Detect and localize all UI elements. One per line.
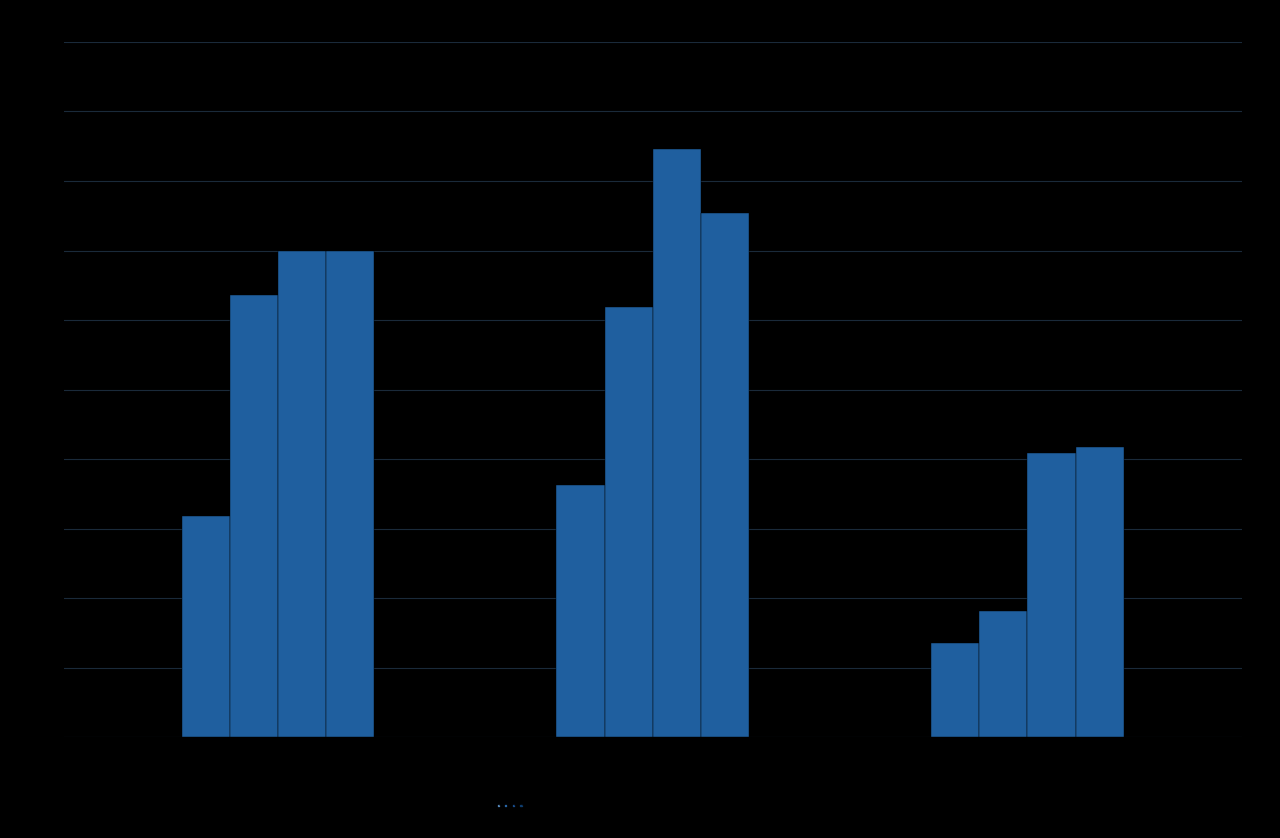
Bar xyxy=(182,516,230,737)
Bar xyxy=(1075,447,1124,737)
Bar xyxy=(278,251,326,737)
Bar xyxy=(326,251,375,737)
Bar xyxy=(979,611,1028,737)
Bar xyxy=(1028,453,1075,737)
Bar xyxy=(931,643,979,737)
Bar xyxy=(557,484,604,737)
Bar xyxy=(230,295,278,737)
Bar xyxy=(604,308,653,737)
Bar xyxy=(653,149,701,737)
Bar xyxy=(701,213,749,737)
Legend: 2021, 2022, 2023, 2024: 2021, 2022, 2023, 2024 xyxy=(498,804,526,806)
